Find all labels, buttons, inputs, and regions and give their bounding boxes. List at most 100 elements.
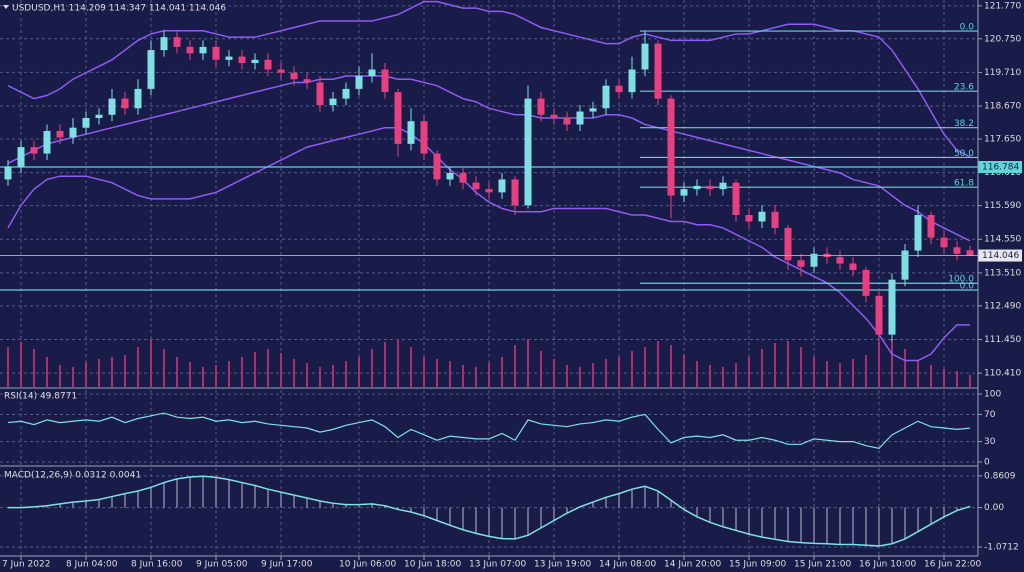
candle-body	[576, 111, 584, 125]
candle-body	[290, 72, 298, 80]
macd-bar	[202, 476, 204, 508]
macd-bar	[475, 507, 477, 534]
volume-bar	[878, 343, 880, 387]
candle-body	[186, 46, 194, 54]
macd-line	[8, 475, 971, 547]
macd-bar	[670, 500, 672, 508]
candle-body	[394, 92, 402, 144]
x-tick-label: 14 Jun 20:00	[664, 560, 721, 570]
candle-body	[641, 43, 649, 70]
candle-body	[914, 215, 922, 251]
candle-body	[303, 79, 311, 83]
candle-body	[69, 127, 77, 138]
candle-body	[147, 50, 155, 89]
volume-bar	[163, 349, 165, 387]
volume-bar	[943, 369, 945, 387]
price-tag	[978, 161, 1022, 174]
volume-bar	[7, 347, 9, 387]
x-tick-label: 13 Jun 07:00	[469, 560, 526, 570]
candle-body	[199, 46, 207, 54]
fib-label: 50.0	[954, 149, 974, 159]
candle-body	[95, 114, 103, 119]
volume-bar	[358, 357, 360, 387]
candle-body	[82, 118, 90, 128]
macd-bar	[423, 507, 425, 516]
x-tick-label: 16 Jun 22:00	[924, 560, 981, 570]
volume-bar	[46, 357, 48, 387]
macd-bar	[358, 504, 360, 508]
y-tick-label: 112.490	[984, 301, 1021, 311]
macd-bar	[501, 507, 503, 539]
candle-body	[667, 98, 675, 196]
x-tick-label: 9 Jun 17:00	[261, 560, 313, 570]
candle-body	[121, 98, 129, 109]
candle-body	[927, 215, 935, 238]
macd-bar	[657, 491, 659, 508]
volume-bar	[124, 355, 126, 387]
volume-bar	[969, 375, 971, 387]
volume-bar	[592, 363, 594, 387]
macd-bar	[852, 507, 854, 545]
candle-body	[654, 43, 662, 99]
macd-bar	[319, 500, 321, 508]
volume-bar	[540, 351, 542, 387]
volume-bar	[59, 365, 61, 387]
volume-bar	[904, 349, 906, 387]
macd-bar	[904, 507, 906, 539]
volume-bar	[33, 349, 35, 387]
y-tick-label: 120.750	[984, 34, 1021, 44]
candle-body	[134, 88, 142, 109]
candle-body	[706, 185, 714, 190]
candle-body	[732, 182, 740, 215]
candle-body	[862, 269, 870, 296]
macd-bar	[826, 507, 828, 544]
volume-bar	[202, 367, 204, 387]
volume-bar	[306, 363, 308, 387]
volume-bar	[852, 359, 854, 387]
volume-bar	[85, 362, 87, 387]
y-tick-label: 30	[984, 437, 996, 447]
candle-body	[56, 130, 64, 138]
candle-body	[264, 59, 272, 70]
candle-body	[836, 257, 844, 264]
volume-bar	[826, 361, 828, 387]
macd-bar	[878, 507, 880, 546]
candle-body	[446, 172, 454, 180]
candle-body	[342, 88, 350, 99]
macd-bar	[605, 497, 607, 508]
candle-body	[277, 69, 285, 73]
candle-body	[433, 153, 441, 180]
y-tick-label: 121.770	[984, 1, 1021, 11]
macd-bar	[943, 507, 945, 517]
volume-bar	[527, 339, 529, 387]
volume-bar	[774, 343, 776, 387]
y-tick-label: 117.650	[984, 135, 1021, 145]
candle-body	[719, 182, 727, 190]
macd-bar	[280, 492, 282, 508]
candle-body	[693, 185, 701, 190]
macd-bar	[917, 507, 919, 532]
menu-arrow[interactable]	[3, 5, 9, 9]
fib-label: 61.8	[954, 179, 974, 189]
candle-body	[589, 108, 597, 112]
candle-body	[251, 59, 259, 64]
macd-bar	[891, 507, 893, 544]
y-tick-label: 119.710	[984, 68, 1021, 78]
candle-body	[329, 98, 337, 106]
candle-body	[745, 215, 753, 222]
macd-bar	[956, 507, 958, 511]
macd-bar	[748, 507, 750, 535]
x-tick-label: 7 Jun 2022	[2, 560, 50, 570]
rsi-title: RSI(14) 49.8771	[4, 392, 77, 402]
candle-body	[30, 147, 38, 154]
macd-bar	[72, 502, 74, 508]
macd-bar	[449, 507, 451, 526]
macd-bar	[332, 503, 334, 508]
volume-bar	[644, 347, 646, 387]
candle-body	[173, 37, 181, 47]
macd-bar	[527, 507, 529, 536]
macd-bar	[384, 505, 386, 508]
volume-bar	[709, 365, 711, 387]
current-price-tag	[978, 249, 1022, 262]
